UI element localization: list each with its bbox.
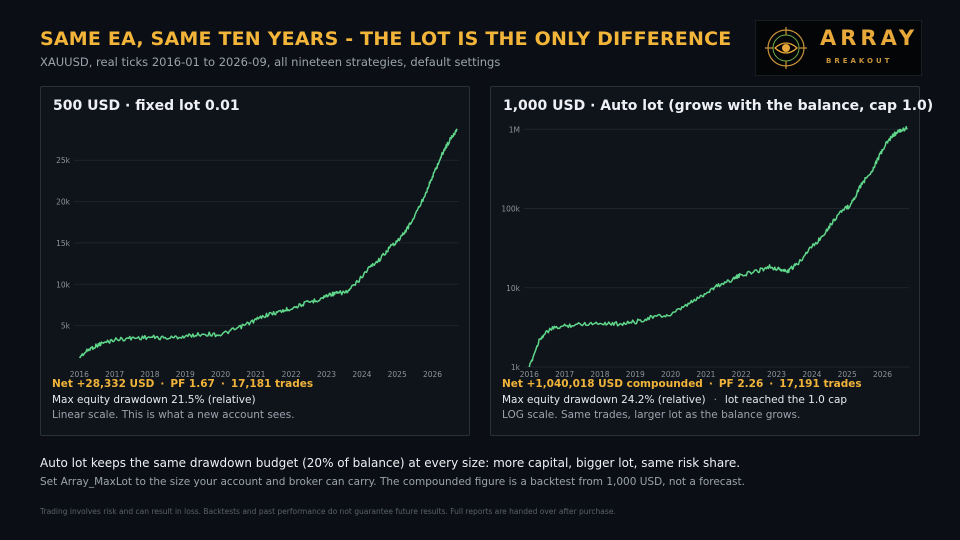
equity-line [78, 128, 458, 359]
net-profit: Net +28,332 USD [52, 378, 155, 390]
drawdown-text: Max equity drawdown 21.5% (relative) [52, 394, 256, 406]
y-tick-label: 20k [56, 198, 71, 207]
x-tick-label: 2021 [696, 370, 715, 377]
x-tick-label: 2016 [520, 370, 539, 377]
x-tick-label: 2020 [211, 370, 230, 377]
drawdown-value: Max equity drawdown 24.2% (relative) [502, 394, 706, 406]
x-tick-label: 2021 [246, 370, 265, 377]
net-profit: Net +1,040,018 USD compounded [502, 378, 703, 390]
x-tick-label: 2020 [661, 370, 680, 377]
x-tick-label: 2026 [873, 370, 892, 377]
x-tick-label: 2025 [838, 370, 857, 377]
trade-count: 17,191 trades [779, 378, 862, 390]
stat-separator: · [713, 394, 717, 406]
y-tick-label: 1M [509, 125, 520, 134]
page-subtitle: XAUUSD, real ticks 2016-01 to 2026-09, a… [40, 55, 501, 69]
logo-subtitle: BREAKOUT [826, 57, 893, 65]
stat-separator: · [220, 378, 225, 390]
x-tick-label: 2026 [423, 370, 442, 377]
x-tick-label: 2022 [282, 370, 301, 377]
panel-title: 500 USD · fixed lot 0.01 [53, 98, 240, 114]
auto-lot-panel: 1,000 USD · Auto lot (grows with the bal… [490, 86, 933, 436]
x-tick-label: 2018 [140, 370, 159, 377]
x-tick-label: 2023 [767, 370, 786, 377]
y-tick-label: 10k [506, 284, 521, 293]
x-tick-label: 2019 [176, 370, 195, 377]
x-tick-label: 2017 [105, 370, 124, 377]
scale-note: Linear scale. This is what a new account… [52, 409, 295, 421]
trade-count: 17,181 trades [230, 378, 314, 390]
auto-lot-explanation: Auto lot keeps the same drawdown budget … [40, 456, 741, 470]
max-lot-note: Set Array_MaxLot to the size your accoun… [40, 476, 745, 488]
stat-separator: · [160, 378, 165, 390]
y-tick-label: 100k [501, 205, 520, 214]
brand-logo: ARRAY BREAKOUT [755, 20, 922, 76]
scale-note: LOG scale. Same trades, larger lot as th… [502, 409, 801, 421]
x-tick-label: 2017 [555, 370, 574, 377]
fixed-lot-panel: 500 USD · fixed lot 0.01 5k 10k 15k 20k 25k 2… [40, 86, 470, 436]
panel-title: 1,000 USD · Auto lot (grows with the bal… [503, 98, 934, 114]
x-tick-label: 2022 [732, 370, 751, 377]
x-tick-label: 2023 [317, 370, 336, 377]
fixed-lot-equity-chart: 5k 10k 15k 20k 25k 2016 2017 2018 2019 2020 2021 20… [56, 128, 459, 377]
eye-target-icon [765, 27, 807, 69]
lot-cap-note: lot reached the 1.0 cap [724, 394, 848, 406]
page-title: SAME EA, SAME TEN YEARS - THE LOT IS THE… [40, 28, 732, 50]
stats-line: Net +1,040,018 USD compounded · PF 2.26 · 17… [502, 378, 862, 390]
y-tick-label: 10k [56, 280, 71, 289]
y-tick-label: 5k [61, 322, 71, 331]
profit-factor: PF 2.26 [718, 378, 764, 390]
x-tick-label: 2016 [70, 370, 89, 377]
y-tick-label: 1k [511, 363, 521, 372]
drawdown-text: Max equity drawdown 24.2% (relative) · lot… [502, 394, 847, 406]
y-tick-label: 15k [56, 239, 71, 248]
auto-lot-equity-chart: 1k 10k 100k 1M 2016 2017 2018 2019 2020 2021 2022 2… [501, 125, 909, 377]
logo-wordmark: ARRAY [820, 26, 919, 50]
stat-separator: · [708, 378, 713, 390]
equity-line [528, 125, 908, 368]
stat-separator: · [769, 378, 774, 390]
y-tick-label: 25k [56, 156, 71, 165]
x-tick-label: 2024 [802, 370, 821, 377]
x-tick-label: 2024 [352, 370, 371, 377]
risk-disclaimer: Trading involves risk and can result in … [40, 507, 616, 516]
profit-factor: PF 1.67 [170, 378, 215, 390]
x-tick-label: 2018 [590, 370, 609, 377]
x-tick-label: 2025 [388, 370, 407, 377]
stats-line: Net +28,332 USD · PF 1.67 · 17,181 trades [52, 378, 313, 390]
x-tick-label: 2019 [626, 370, 645, 377]
